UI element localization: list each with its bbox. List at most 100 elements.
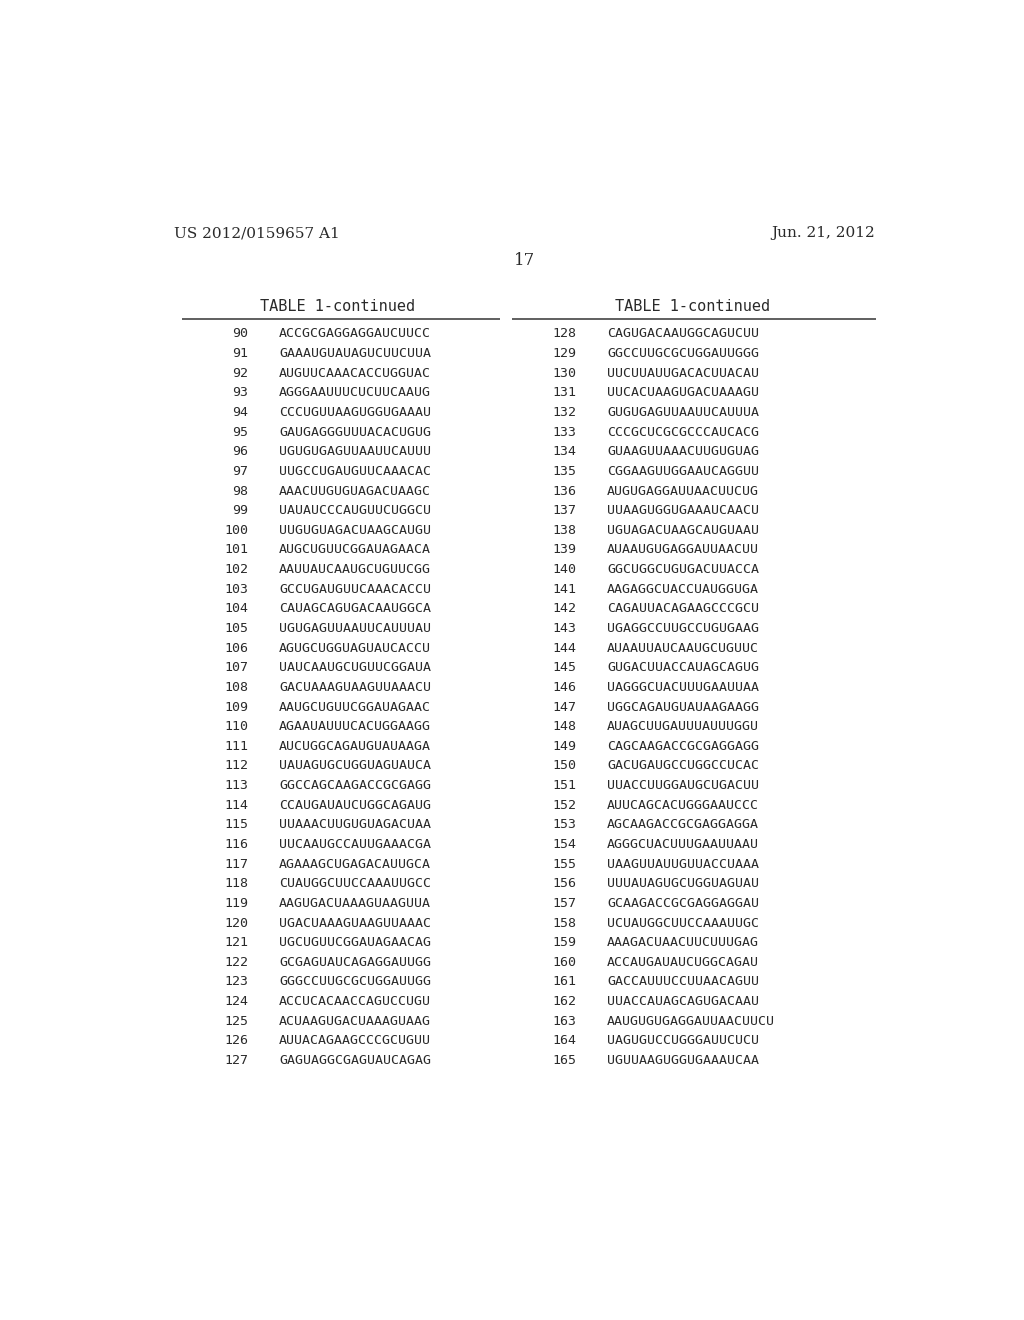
Text: 139: 139 bbox=[552, 544, 575, 557]
Text: 103: 103 bbox=[224, 582, 248, 595]
Text: 128: 128 bbox=[552, 327, 575, 341]
Text: 94: 94 bbox=[232, 407, 248, 418]
Text: AGAAAGCUGAGACAUUGCA: AGAAAGCUGAGACAUUGCA bbox=[280, 858, 431, 871]
Text: UAUAUCCCAUGUUCUGGCU: UAUAUCCCAUGUUCUGGCU bbox=[280, 504, 431, 517]
Text: GGCUGGCUGUGACUUACCA: GGCUGGCUGUGACUUACCA bbox=[607, 564, 759, 576]
Text: UGUUAAGUGGUGAAAUCAA: UGUUAAGUGGUGAAAUCAA bbox=[607, 1053, 759, 1067]
Text: GUGUGAGUUAAUUCAUUUA: GUGUGAGUUAAUUCAUUUA bbox=[607, 407, 759, 418]
Text: 152: 152 bbox=[552, 799, 575, 812]
Text: UCUAUGGCUUCCAAAUUGC: UCUAUGGCUUCCAAAUUGC bbox=[607, 916, 759, 929]
Text: 104: 104 bbox=[224, 602, 248, 615]
Text: AAUGUGUGAGGAUUAACUUCU: AAUGUGUGAGGAUUAACUUCU bbox=[607, 1015, 775, 1028]
Text: 157: 157 bbox=[552, 896, 575, 909]
Text: GUGACUUACCAUAGCAGUG: GUGACUUACCAUAGCAGUG bbox=[607, 661, 759, 675]
Text: ACCUCACAACCAGUCCUGU: ACCUCACAACCAGUCCUGU bbox=[280, 995, 431, 1008]
Text: 153: 153 bbox=[552, 818, 575, 832]
Text: UAUCAAUGCUGUUCGGAUA: UAUCAAUGCUGUUCGGAUA bbox=[280, 661, 431, 675]
Text: GGGCCUUGCGCUGGAUUGG: GGGCCUUGCGCUGGAUUGG bbox=[280, 975, 431, 989]
Text: UGACUAAAGUAAGUUAAAC: UGACUAAAGUAAGUUAAAC bbox=[280, 916, 431, 929]
Text: 138: 138 bbox=[552, 524, 575, 537]
Text: 125: 125 bbox=[224, 1015, 248, 1028]
Text: UUCAAUGCCAUUGAAACGA: UUCAAUGCCAUUGAAACGA bbox=[280, 838, 431, 851]
Text: US 2012/0159657 A1: US 2012/0159657 A1 bbox=[174, 226, 340, 240]
Text: 122: 122 bbox=[224, 956, 248, 969]
Text: 97: 97 bbox=[232, 465, 248, 478]
Text: GACCAUUUCCUUAACAGUU: GACCAUUUCCUUAACAGUU bbox=[607, 975, 759, 989]
Text: 154: 154 bbox=[552, 838, 575, 851]
Text: AAAGACUAACUUCUUUGAG: AAAGACUAACUUCUUUGAG bbox=[607, 936, 759, 949]
Text: 113: 113 bbox=[224, 779, 248, 792]
Text: 134: 134 bbox=[552, 445, 575, 458]
Text: UUAAACUUGUGUAGACUAA: UUAAACUUGUGUAGACUAA bbox=[280, 818, 431, 832]
Text: 102: 102 bbox=[224, 564, 248, 576]
Text: 93: 93 bbox=[232, 387, 248, 400]
Text: 132: 132 bbox=[552, 407, 575, 418]
Text: AGCAAGACCGCGAGGAGGA: AGCAAGACCGCGAGGAGGA bbox=[607, 818, 759, 832]
Text: 90: 90 bbox=[232, 327, 248, 341]
Text: UAUAGUGCUGGUAGUAUCA: UAUAGUGCUGGUAGUAUCA bbox=[280, 759, 431, 772]
Text: ACCGCGAGGAGGAUCUUCC: ACCGCGAGGAGGAUCUUCC bbox=[280, 327, 431, 341]
Text: AUCUGGCAGAUGUAUAAGA: AUCUGGCAGAUGUAUAAGA bbox=[280, 739, 431, 752]
Text: AAUGCUGUUCGGAUAGAAC: AAUGCUGUUCGGAUAGAAC bbox=[280, 701, 431, 714]
Text: GCGAGUAUCAGAGGAUUGG: GCGAGUAUCAGAGGAUUGG bbox=[280, 956, 431, 969]
Text: 91: 91 bbox=[232, 347, 248, 360]
Text: 115: 115 bbox=[224, 818, 248, 832]
Text: 121: 121 bbox=[224, 936, 248, 949]
Text: UGUGUGAGUUAAUUCAUUU: UGUGUGAGUUAAUUCAUUU bbox=[280, 445, 431, 458]
Text: 136: 136 bbox=[552, 484, 575, 498]
Text: AAUUAUCAAUGCUGUUCGG: AAUUAUCAAUGCUGUUCGG bbox=[280, 564, 431, 576]
Text: AUGCUGUUCGGAUAGAACA: AUGCUGUUCGGAUAGAACA bbox=[280, 544, 431, 557]
Text: GCCUGAUGUUCAAACACCU: GCCUGAUGUUCAAACACCU bbox=[280, 582, 431, 595]
Text: 129: 129 bbox=[552, 347, 575, 360]
Text: CAGAUUACAGAAGCCCGCU: CAGAUUACAGAAGCCCGCU bbox=[607, 602, 759, 615]
Text: UGUAGACUAAGCAUGUAAU: UGUAGACUAAGCAUGUAAU bbox=[607, 524, 759, 537]
Text: 143: 143 bbox=[552, 622, 575, 635]
Text: UGAGGCCUUGCCUGUGAAG: UGAGGCCUUGCCUGUGAAG bbox=[607, 622, 759, 635]
Text: UUACCAUAGCAGUGACAAU: UUACCAUAGCAGUGACAAU bbox=[607, 995, 759, 1008]
Text: 17: 17 bbox=[514, 252, 536, 269]
Text: CAGUGACAAUGGCAGUCUU: CAGUGACAAUGGCAGUCUU bbox=[607, 327, 759, 341]
Text: 95: 95 bbox=[232, 425, 248, 438]
Text: UUGUGUAGACUAAGCAUGU: UUGUGUAGACUAAGCAUGU bbox=[280, 524, 431, 537]
Text: 123: 123 bbox=[224, 975, 248, 989]
Text: 148: 148 bbox=[552, 721, 575, 733]
Text: 98: 98 bbox=[232, 484, 248, 498]
Text: 162: 162 bbox=[552, 995, 575, 1008]
Text: 159: 159 bbox=[552, 936, 575, 949]
Text: GAAAUGUAUAGUCUUCUUA: GAAAUGUAUAGUCUUCUUA bbox=[280, 347, 431, 360]
Text: 99: 99 bbox=[232, 504, 248, 517]
Text: 124: 124 bbox=[224, 995, 248, 1008]
Text: UUAAGUGGUGAAAUCAACU: UUAAGUGGUGAAAUCAACU bbox=[607, 504, 759, 517]
Text: UGCUGUUCGGAUAGAACAG: UGCUGUUCGGAUAGAACAG bbox=[280, 936, 431, 949]
Text: 107: 107 bbox=[224, 661, 248, 675]
Text: AAACUUGUGUAGACUAAGC: AAACUUGUGUAGACUAAGC bbox=[280, 484, 431, 498]
Text: ACUAAGUGACUAAAGUAAG: ACUAAGUGACUAAAGUAAG bbox=[280, 1015, 431, 1028]
Text: 92: 92 bbox=[232, 367, 248, 380]
Text: 110: 110 bbox=[224, 721, 248, 733]
Text: AGAAUAUUUCACUGGAAGG: AGAAUAUUUCACUGGAAGG bbox=[280, 721, 431, 733]
Text: 109: 109 bbox=[224, 701, 248, 714]
Text: CCCUGUUAAGUGGUGAAAU: CCCUGUUAAGUGGUGAAAU bbox=[280, 407, 431, 418]
Text: AUGUUCAAACACCUGGUAC: AUGUUCAAACACCUGGUAC bbox=[280, 367, 431, 380]
Text: 101: 101 bbox=[224, 544, 248, 557]
Text: 126: 126 bbox=[224, 1035, 248, 1047]
Text: AAGUGACUAAAGUAAGUUA: AAGUGACUAAAGUAAGUUA bbox=[280, 896, 431, 909]
Text: AGGGAAUUUCUCUUCAAUG: AGGGAAUUUCUCUUCAAUG bbox=[280, 387, 431, 400]
Text: 142: 142 bbox=[552, 602, 575, 615]
Text: 145: 145 bbox=[552, 661, 575, 675]
Text: 106: 106 bbox=[224, 642, 248, 655]
Text: AGUGCUGGUAGUAUCACCU: AGUGCUGGUAGUAUCACCU bbox=[280, 642, 431, 655]
Text: GAGUAGGCGAGUAUCAGAG: GAGUAGGCGAGUAUCAGAG bbox=[280, 1053, 431, 1067]
Text: CGGAAGUUGGAAUCAGGUU: CGGAAGUUGGAAUCAGGUU bbox=[607, 465, 759, 478]
Text: 149: 149 bbox=[552, 739, 575, 752]
Text: 137: 137 bbox=[552, 504, 575, 517]
Text: 114: 114 bbox=[224, 799, 248, 812]
Text: 158: 158 bbox=[552, 916, 575, 929]
Text: 141: 141 bbox=[552, 582, 575, 595]
Text: GCAAGACCGCGAGGAGGAU: GCAAGACCGCGAGGAGGAU bbox=[607, 896, 759, 909]
Text: CAUAGCAGUGACAAUGGCA: CAUAGCAGUGACAAUGGCA bbox=[280, 602, 431, 615]
Text: CAGCAAGACCGCGAGGAGG: CAGCAAGACCGCGAGGAGG bbox=[607, 739, 759, 752]
Text: UUGCCUGAUGUUCAAACAC: UUGCCUGAUGUUCAAACAC bbox=[280, 465, 431, 478]
Text: 144: 144 bbox=[552, 642, 575, 655]
Text: GGCCUUGCGCUGGAUUGGG: GGCCUUGCGCUGGAUUGGG bbox=[607, 347, 759, 360]
